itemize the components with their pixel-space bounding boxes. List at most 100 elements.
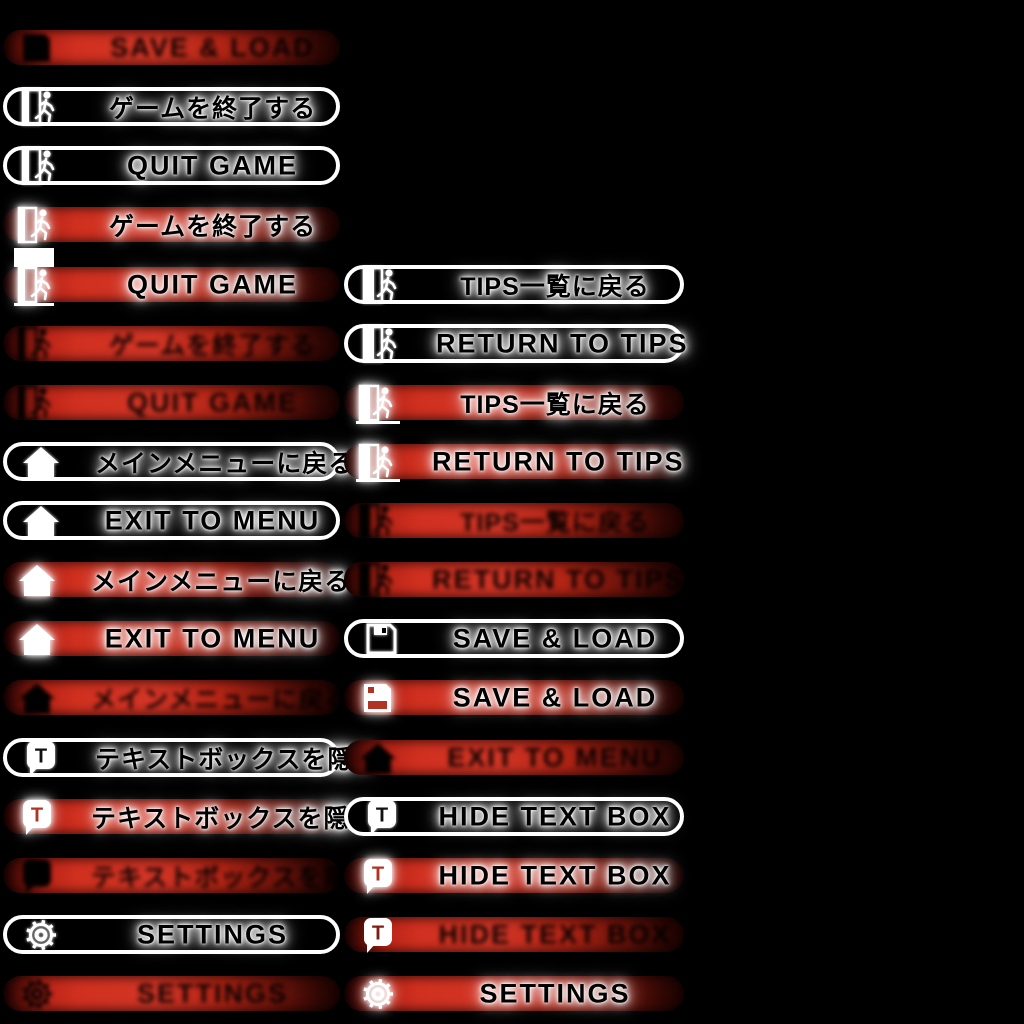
button-exit-to-menu-jp-hover[interactable]: メインメニューに戻る bbox=[3, 560, 351, 600]
button-save-load-outline-right[interactable]: SAVE & LOAD bbox=[344, 619, 684, 658]
button-label: HIDE TEXT BOX bbox=[438, 919, 672, 949]
button-quit-game-jp-hover[interactable]: ゲームを終了する bbox=[3, 205, 340, 245]
door-enter-icon bbox=[356, 501, 400, 541]
button-label: テキストボックスを隠す bbox=[95, 745, 380, 774]
home-icon bbox=[15, 619, 59, 659]
button-settings-outline-left[interactable]: SETTINGS bbox=[3, 915, 340, 954]
door-threshold-artifact bbox=[356, 479, 400, 482]
svg-text:T: T bbox=[35, 745, 47, 767]
door-exit-icon bbox=[15, 324, 59, 364]
button-quit-game-en-dark[interactable]: QUIT GAME bbox=[3, 383, 340, 423]
door-exit-icon bbox=[15, 265, 59, 305]
button-hide-text-box-en-outline[interactable]: T HIDE TEXT BOX bbox=[344, 797, 684, 836]
button-label: QUIT GAME bbox=[127, 387, 298, 417]
button-label: テキストボックスを隠す bbox=[91, 863, 376, 892]
button-label: EXIT TO MENU bbox=[447, 742, 663, 772]
home-icon bbox=[19, 501, 63, 541]
button-label: テキストボックスを隠す bbox=[91, 804, 376, 833]
door-threshold-artifact bbox=[356, 421, 400, 424]
button-return-tips-jp-dark[interactable]: TIPS一覧に戻る bbox=[344, 501, 684, 541]
button-label: SETTINGS bbox=[479, 978, 631, 1008]
button-label: QUIT GAME bbox=[127, 269, 298, 299]
button-label: HIDE TEXT BOX bbox=[438, 801, 672, 831]
button-label: RETURN TO TIPS bbox=[432, 446, 685, 476]
button-quit-game-en-outline[interactable]: QUIT GAME bbox=[3, 146, 340, 185]
home-icon bbox=[19, 442, 63, 482]
door-enter-icon bbox=[356, 383, 400, 423]
button-hide-text-box-jp-dark[interactable]: T テキストボックスを隠す bbox=[3, 856, 376, 896]
button-exit-to-menu-en-outline[interactable]: EXIT TO MENU bbox=[3, 501, 340, 540]
button-label: TIPS一覧に戻る bbox=[460, 508, 650, 537]
button-label: SETTINGS bbox=[136, 978, 288, 1008]
textbox-icon: T bbox=[356, 915, 400, 955]
button-return-tips-en-outline[interactable]: RETURN TO TIPS bbox=[344, 324, 689, 364]
button-label: メインメニューに戻る bbox=[95, 449, 355, 478]
svg-text:T: T bbox=[376, 804, 388, 826]
gear-icon bbox=[15, 974, 59, 1014]
button-label: EXIT TO MENU bbox=[104, 505, 321, 535]
button-label: SAVE & LOAD bbox=[110, 32, 315, 62]
floppy-outline-icon bbox=[360, 619, 404, 659]
button-hide-text-box-en-darklit[interactable]: T HIDE TEXT BOX bbox=[344, 915, 684, 955]
button-exit-to-menu-en-hover[interactable]: EXIT TO MENU bbox=[3, 621, 340, 656]
door-exit-icon bbox=[19, 146, 63, 186]
door-exit-icon bbox=[19, 87, 63, 127]
button-quit-game-jp-outline[interactable]: ゲームを終了する bbox=[3, 87, 340, 126]
button-label: TIPS一覧に戻る bbox=[460, 390, 650, 419]
textbox-icon: T bbox=[15, 856, 59, 896]
textbox-icon: T bbox=[356, 856, 400, 896]
door-enter-icon bbox=[360, 265, 404, 305]
svg-text:T: T bbox=[372, 863, 384, 885]
svg-text:T: T bbox=[31, 804, 43, 826]
button-label: ゲームを終了する bbox=[108, 212, 317, 241]
button-hide-text-box-jp-outline[interactable]: T テキストボックスを隠す bbox=[3, 738, 380, 778]
floppy-solid-icon bbox=[15, 28, 59, 68]
button-exit-to-menu-jp-dark[interactable]: メインメニューに戻る bbox=[3, 678, 351, 718]
button-label: メインメニューに戻る bbox=[91, 567, 351, 596]
home-icon bbox=[15, 678, 59, 718]
svg-text:T: T bbox=[372, 922, 384, 944]
textbox-icon: T bbox=[19, 738, 63, 778]
button-return-tips-en-dark[interactable]: RETURN TO TIPS bbox=[344, 560, 685, 600]
button-label: ゲームを終了する bbox=[108, 331, 317, 360]
button-label: RETURN TO TIPS bbox=[436, 328, 689, 358]
gear-icon bbox=[356, 974, 400, 1014]
textbox-icon: T bbox=[360, 797, 404, 837]
button-settings-hover-right[interactable]: SETTINGS bbox=[344, 976, 684, 1011]
door-enter-icon bbox=[360, 324, 404, 364]
button-label: ゲームを終了する bbox=[108, 94, 317, 123]
door-exit-icon bbox=[15, 205, 59, 245]
button-label: SAVE & LOAD bbox=[452, 623, 658, 653]
floppy-solid-icon bbox=[356, 678, 400, 718]
button-return-tips-en-hover[interactable]: RETURN TO TIPS bbox=[344, 442, 685, 482]
button-label: RETURN TO TIPS bbox=[432, 564, 685, 594]
button-return-tips-jp-outline[interactable]: TIPS一覧に戻る bbox=[344, 265, 684, 304]
button-quit-game-jp-dark[interactable]: ゲームを終了する bbox=[3, 324, 340, 364]
home-icon bbox=[15, 560, 59, 600]
button-exit-to-menu-en-dark[interactable]: EXIT TO MENU bbox=[344, 740, 684, 775]
button-hide-text-box-jp-hover[interactable]: T テキストボックスを隠す bbox=[3, 797, 376, 837]
button-label: TIPS一覧に戻る bbox=[460, 272, 650, 301]
door-threshold-artifact bbox=[14, 303, 54, 306]
button-label: SETTINGS bbox=[136, 919, 288, 949]
button-label: SAVE & LOAD bbox=[452, 682, 658, 712]
button-exit-to-menu-jp-outline[interactable]: メインメニューに戻る bbox=[3, 442, 355, 482]
button-label: QUIT GAME bbox=[127, 150, 298, 180]
button-quit-game-en-hover[interactable]: QUIT GAME bbox=[3, 265, 340, 305]
button-save-load-hover-right[interactable]: SAVE & LOAD bbox=[344, 680, 684, 715]
textbox-icon: T bbox=[15, 797, 59, 837]
door-panel-artifact bbox=[14, 248, 54, 267]
door-enter-icon bbox=[356, 442, 400, 482]
button-settings-dark-left[interactable]: SETTINGS bbox=[3, 976, 340, 1011]
button-save-load-dark-left[interactable]: SAVE & LOAD bbox=[3, 30, 340, 65]
button-label: メインメニューに戻る bbox=[91, 685, 351, 714]
door-exit-icon bbox=[15, 383, 59, 423]
door-enter-icon bbox=[356, 560, 400, 600]
home-icon bbox=[356, 738, 400, 778]
button-return-tips-jp-hover[interactable]: TIPS一覧に戻る bbox=[344, 383, 684, 423]
button-hide-text-box-en-hover[interactable]: T HIDE TEXT BOX bbox=[344, 856, 684, 896]
button-label: HIDE TEXT BOX bbox=[438, 860, 672, 890]
button-label: EXIT TO MENU bbox=[104, 623, 321, 653]
svg-text:T: T bbox=[31, 863, 43, 885]
